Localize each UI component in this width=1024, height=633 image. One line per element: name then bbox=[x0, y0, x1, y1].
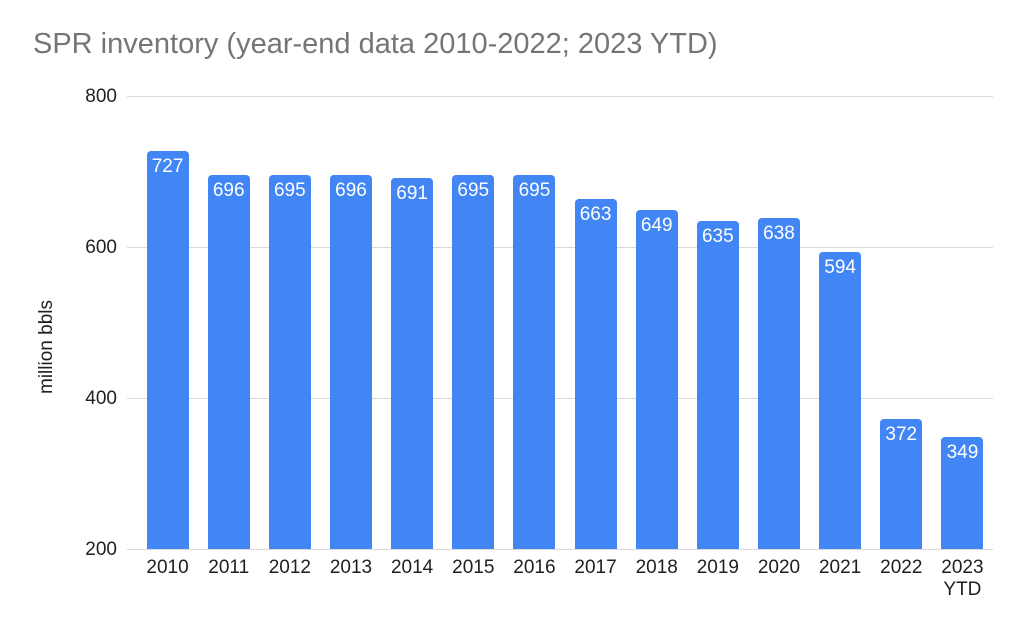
x-axis-label-2013: 2013 bbox=[329, 557, 373, 578]
bar-value-label: 349 bbox=[946, 441, 979, 463]
x-axis-label-2012: 2012 bbox=[268, 557, 311, 578]
gridline-800 bbox=[127, 95, 993, 97]
x-axis-label-2010: 2010 bbox=[146, 557, 189, 578]
bar-2017[interactable]: 663 bbox=[574, 199, 617, 549]
bar-value-label: 696 bbox=[335, 179, 367, 201]
bar-2010[interactable]: 727 bbox=[146, 151, 189, 549]
bar-2022[interactable]: 372 bbox=[880, 419, 923, 549]
x-axis-label-2017: 2017 bbox=[574, 557, 617, 578]
x-axis-label-2019: 2019 bbox=[696, 557, 739, 578]
bar-2023-ytd[interactable]: 349 bbox=[941, 436, 984, 549]
y-tick-label-600: 600 bbox=[85, 237, 117, 258]
bar-2016[interactable]: 695 bbox=[513, 175, 556, 549]
bar-2021[interactable]: 594 bbox=[819, 251, 862, 549]
y-tick-label-400: 400 bbox=[85, 388, 117, 409]
y-tick-label-800: 800 bbox=[85, 86, 117, 107]
bar-value-label: 695 bbox=[457, 180, 490, 202]
x-axis-label-2018: 2018 bbox=[635, 557, 678, 578]
gridline-600 bbox=[127, 246, 993, 248]
bar-value-label: 663 bbox=[579, 204, 612, 226]
x-axis-label-2021: 2021 bbox=[818, 557, 862, 578]
bar-value-label: 635 bbox=[701, 225, 734, 247]
bar-value-label: 372 bbox=[885, 424, 918, 446]
bar-value-label: 727 bbox=[151, 156, 184, 178]
bar-2011[interactable]: 696 bbox=[207, 174, 250, 549]
bar-value-label: 695 bbox=[518, 180, 551, 202]
bar-value-label: 594 bbox=[824, 256, 856, 278]
x-axis-label-2020: 2020 bbox=[757, 557, 801, 578]
bar-2013[interactable]: 696 bbox=[330, 174, 372, 549]
bar-value-label: 695 bbox=[273, 180, 306, 202]
bar-2020[interactable]: 638 bbox=[758, 218, 800, 549]
gridline-400 bbox=[127, 397, 993, 399]
chart-title: SPR inventory (year-end data 2010-2022; … bbox=[33, 28, 718, 60]
gridline-200 bbox=[127, 548, 993, 550]
x-axis-label-2023-ytd: 2023 YTD bbox=[941, 557, 984, 600]
bar-2012[interactable]: 695 bbox=[268, 175, 311, 549]
bar-value-label: 691 bbox=[396, 183, 428, 205]
x-axis-label-2022: 2022 bbox=[880, 557, 923, 578]
bar-2014[interactable]: 691 bbox=[391, 178, 434, 549]
bar-2015[interactable]: 695 bbox=[452, 175, 495, 549]
bar-value-label: 696 bbox=[212, 179, 245, 201]
bar-value-label: 649 bbox=[640, 215, 673, 236]
bar-2018[interactable]: 649 bbox=[635, 210, 678, 549]
bar-value-label: 638 bbox=[763, 223, 795, 245]
x-axis-label-2015: 2015 bbox=[452, 557, 495, 578]
y-axis-title: million bbls bbox=[36, 300, 57, 394]
y-tick-label-200: 200 bbox=[85, 539, 117, 560]
x-axis-label-2011: 2011 bbox=[208, 557, 250, 578]
bar-2019[interactable]: 635 bbox=[696, 220, 739, 549]
x-axis-label-2014: 2014 bbox=[390, 557, 434, 578]
x-axis-label-2016: 2016 bbox=[513, 557, 556, 578]
